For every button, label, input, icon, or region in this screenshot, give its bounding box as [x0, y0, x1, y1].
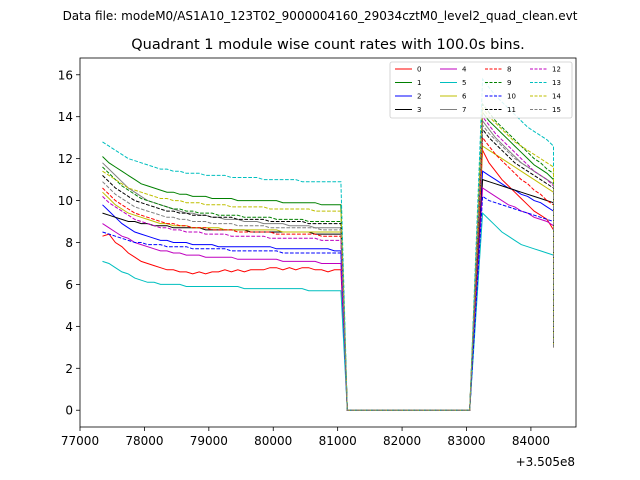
y-tick-label: 10 — [58, 194, 73, 208]
legend-label-4: 4 — [462, 66, 467, 74]
x-offset-label: +3.505e8 — [516, 455, 575, 469]
legend-label-9: 9 — [507, 79, 511, 87]
y-tick-label: 6 — [65, 278, 73, 292]
y-tick-label: 14 — [58, 110, 73, 124]
series-line-0 — [102, 148, 554, 411]
suptitle: Data file: modeM0/AS1A10_123T02_90000041… — [63, 9, 578, 23]
series-line-10 — [102, 195, 554, 411]
x-tick-label: 78000 — [125, 434, 163, 448]
series-line-2 — [102, 170, 554, 411]
plot-background — [80, 58, 576, 427]
x-tick-label: 79000 — [190, 434, 228, 448]
chart-title: Quadrant 1 module wise count rates with … — [131, 37, 525, 53]
y-tick-label: 4 — [65, 320, 73, 334]
x-tick-label: 80000 — [254, 434, 292, 448]
series-line-15 — [102, 123, 554, 411]
legend-label-1: 1 — [417, 79, 421, 87]
series-line-8 — [102, 136, 554, 411]
y-tick-label: 8 — [65, 236, 73, 250]
x-tick-label: 84000 — [512, 434, 550, 448]
series-line-5 — [102, 211, 554, 411]
legend-label-6: 6 — [462, 93, 467, 101]
legend-label-2: 2 — [417, 93, 421, 101]
y-tick-label: 16 — [58, 68, 73, 82]
series-line-14 — [102, 106, 554, 411]
x-tick-label: 81000 — [319, 434, 357, 448]
legend-label-14: 14 — [552, 93, 561, 101]
legend-label-0: 0 — [417, 66, 421, 74]
x-tick-label: 77000 — [61, 434, 99, 448]
legend-label-11: 11 — [507, 106, 516, 114]
legend-label-5: 5 — [462, 79, 466, 87]
x-tick-label: 82000 — [383, 434, 421, 448]
y-tick-label: 0 — [65, 404, 73, 418]
legend-label-8: 8 — [507, 66, 511, 74]
legend-label-15: 15 — [552, 106, 561, 114]
legend-box — [389, 61, 573, 119]
axes: 77000 78000 79000 80000 81000 82000 83000 84000… — [58, 57, 577, 448]
legend-label-7: 7 — [462, 106, 466, 114]
series-line-11 — [102, 127, 554, 411]
legend-label-3: 3 — [417, 106, 421, 114]
legend-label-13: 13 — [552, 79, 561, 87]
x-tick-label: 83000 — [447, 434, 485, 448]
series-line-6 — [102, 145, 554, 411]
series-line-12 — [102, 115, 554, 411]
series-line-3 — [102, 178, 554, 411]
series-line-4 — [102, 187, 554, 411]
series-line-7 — [102, 119, 554, 411]
legend-label-10: 10 — [507, 93, 516, 101]
legend-label-12: 12 — [552, 66, 561, 74]
y-tick-label: 12 — [58, 152, 73, 166]
y-tick-label: 2 — [65, 362, 73, 376]
